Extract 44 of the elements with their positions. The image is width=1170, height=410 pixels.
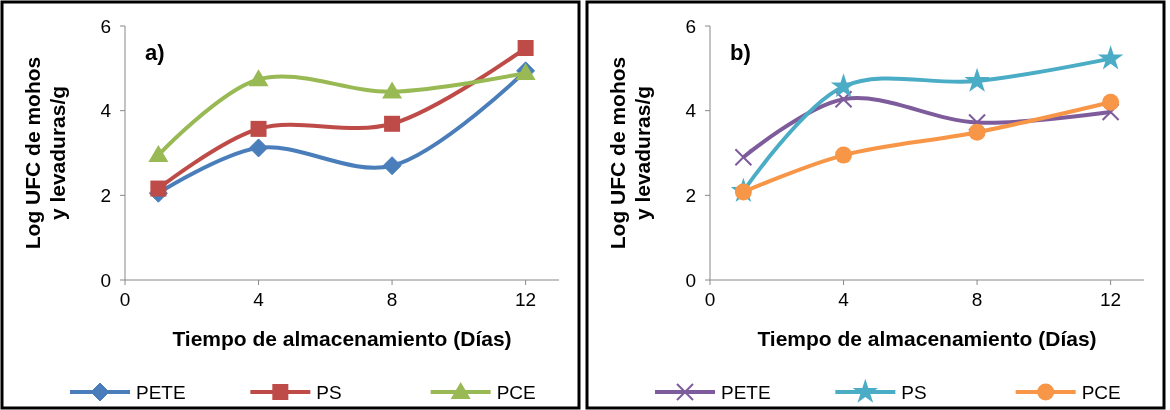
y-tick-label: 6 [685,15,696,37]
x-axis-title: Tiempo de almacenamiento (Días) [172,327,512,350]
point [248,69,269,87]
point [1102,93,1120,111]
point [1097,45,1124,70]
x-axis-title: Tiempo de almacenamiento (Días) [757,327,1097,350]
legend-label: PS [901,381,927,403]
x-tick-label: 0 [704,289,716,310]
point [384,115,401,132]
point [968,123,986,141]
point [382,81,403,99]
legend-label: PETE [721,381,771,403]
x-tick-label: 0 [119,289,131,310]
x-tick-label: 12 [515,289,537,310]
y-tick-label: 0 [685,269,696,291]
point [964,67,990,92]
y-tick-label: 6 [100,15,111,37]
y-tick-label: 4 [685,100,697,122]
legend-label: PCE [496,381,536,403]
point [250,120,267,137]
y-axis-title: Log UFC de mohos y levaduras/g [20,56,70,250]
x-tick-label: 12 [1100,289,1122,310]
x-tick-label: 4 [838,289,850,310]
point [249,138,269,158]
y-tick-label: 2 [100,184,111,206]
x-tick-label: 8 [386,289,398,310]
legend-label: PETE [136,381,186,403]
y-tick-label: 2 [685,184,696,206]
point [834,90,853,109]
point [150,180,167,197]
point [148,145,169,163]
text: a) [145,40,165,65]
y-tick-label: 0 [100,269,111,291]
x-tick-label: 8 [971,289,983,310]
point [835,146,853,164]
y-axis-title: Log UFC de mohos y levaduras/g [605,56,655,250]
point [382,156,402,176]
legend-label: PCE [1081,381,1121,403]
text: b) [730,40,751,65]
legend-label: PS [316,381,342,403]
x-tick-label: 4 [253,289,265,310]
y-tick-label: 4 [100,100,112,122]
point [517,40,534,57]
point [734,148,753,167]
